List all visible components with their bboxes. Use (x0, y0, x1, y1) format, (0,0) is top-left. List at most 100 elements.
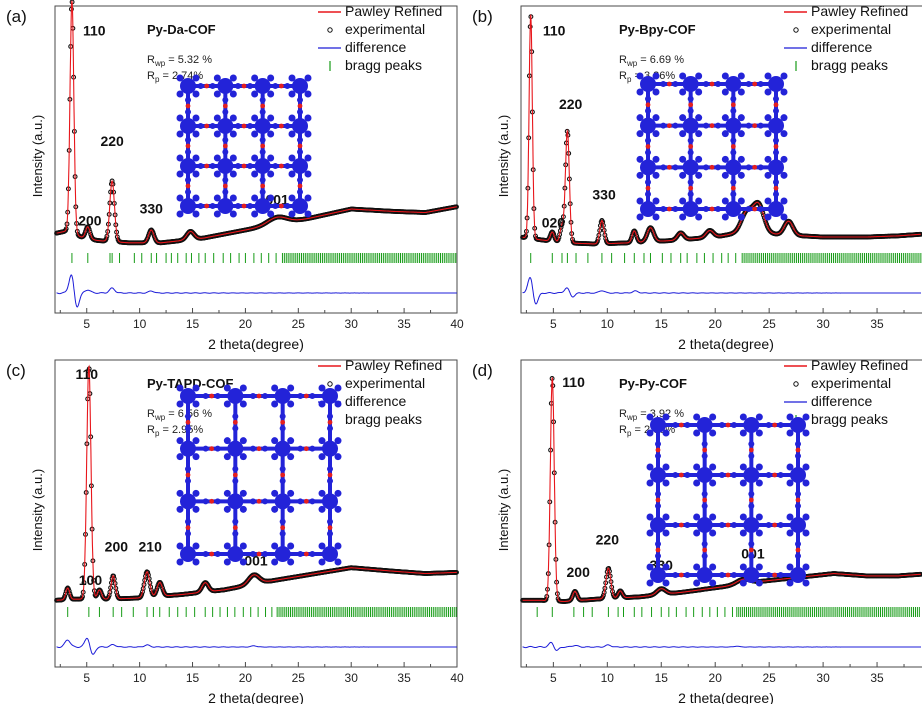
linker-ring (660, 81, 667, 87)
pyrene-ring (652, 213, 660, 221)
pyrene-ring (239, 437, 247, 445)
linker-ring (730, 149, 737, 156)
experimental-point (606, 566, 612, 571)
linker-ring (701, 491, 708, 497)
pyrene-ring (176, 542, 184, 550)
linker-ring (701, 453, 708, 459)
heteroatom-site (232, 419, 238, 425)
pyrene-ring (318, 400, 326, 408)
linker-ring (232, 478, 239, 484)
pyrene-ring (802, 479, 810, 487)
linker-ring (687, 137, 694, 144)
linker-ring (185, 177, 191, 183)
linker-ring (222, 189, 229, 195)
linker-ring (214, 393, 221, 399)
heteroatom-site (204, 123, 210, 129)
legend-entry: difference (811, 39, 872, 55)
pyrene-ring (739, 579, 747, 587)
pyrene-ring (176, 505, 184, 513)
pyrene-ring (652, 88, 660, 96)
linker-ring (185, 478, 191, 484)
pyrene-ring (287, 542, 295, 550)
experimental-point (151, 231, 157, 237)
pyrene-node (682, 159, 699, 176)
pyrene-ring (223, 489, 231, 497)
difference-line (522, 641, 921, 651)
peak-label: 200 (105, 538, 129, 554)
heteroatom-site (204, 83, 210, 89)
linker-ring (748, 491, 755, 497)
rwp-label: Rwp = 6.69 % (619, 54, 684, 68)
linker-ring (272, 123, 279, 129)
pyrene-ring (652, 114, 660, 122)
linker-ring (197, 123, 204, 129)
linker-ring (757, 164, 764, 171)
pyrene-node (650, 417, 666, 433)
pyrene-ring (679, 130, 687, 138)
pyrene-ring (679, 197, 687, 205)
heteroatom-site (709, 81, 715, 87)
pyrene-ring (239, 558, 247, 566)
linker-ring (209, 163, 216, 169)
linker-ring (645, 95, 651, 102)
linker-ring (262, 498, 268, 505)
heteroatom-site (204, 163, 210, 169)
pyrene-ring (334, 437, 342, 445)
linker-ring (185, 530, 191, 537)
linker-ring (284, 83, 291, 89)
pyrene-ring (229, 74, 237, 82)
heteroatom-site (773, 185, 779, 191)
linker-ring (719, 422, 725, 428)
peak-label: 020 (542, 215, 566, 231)
linker-ring (297, 445, 304, 452)
pyrene-node (274, 546, 291, 562)
pyrene-node (640, 76, 656, 92)
legend-entry: Pawley Refined (811, 3, 908, 19)
linker-ring (687, 191, 694, 198)
x-tick-label: 35 (397, 671, 411, 685)
heteroatom-site (280, 472, 286, 478)
linker-ring (715, 206, 721, 212)
linker-ring (247, 83, 253, 89)
pyrene-node (292, 158, 308, 174)
x-tick-label: 40 (450, 671, 464, 685)
difference-line (56, 637, 457, 655)
linker-ring (284, 163, 291, 169)
pyrene-ring (334, 489, 342, 497)
pyrene-ring (229, 154, 237, 162)
heteroatom-site (209, 393, 215, 399)
heteroatom-site (773, 144, 779, 149)
heteroatom-site (709, 164, 715, 170)
pyrene-node (650, 567, 666, 583)
pyrene-node (743, 567, 760, 583)
pyrene-ring (737, 114, 745, 122)
pyrene-ring (755, 579, 763, 587)
legend-entry: Pawley Refined (345, 3, 442, 19)
pyrene-ring (737, 197, 745, 205)
rwp-label: Rwp = 5.32 % (147, 54, 212, 68)
linker-ring (719, 522, 725, 528)
linker-ring (730, 107, 737, 114)
linker-ring (235, 203, 241, 209)
linker-ring (645, 137, 651, 144)
pyrene-node (227, 493, 244, 510)
pyrene-ring (223, 384, 231, 392)
linker-ring (701, 541, 708, 547)
pyrene-node (180, 440, 196, 457)
heteroatom-site (688, 144, 694, 149)
linker-ring (773, 179, 779, 186)
linker-ring (272, 163, 279, 169)
linker-ring (672, 422, 679, 428)
linker-ring (773, 137, 779, 144)
linker-ring (672, 522, 679, 528)
pyrene-ring (288, 154, 296, 162)
heteroatom-site (645, 144, 651, 149)
linker-ring (235, 163, 241, 169)
heteroatom-site (772, 472, 778, 478)
linker-ring (309, 393, 316, 399)
pyrene-ring (229, 114, 237, 122)
x-axis-label: 2 theta(degree) (678, 336, 774, 352)
experimental-point (62, 593, 68, 599)
heteroatom-site (185, 472, 191, 478)
heteroatom-site (297, 103, 303, 109)
